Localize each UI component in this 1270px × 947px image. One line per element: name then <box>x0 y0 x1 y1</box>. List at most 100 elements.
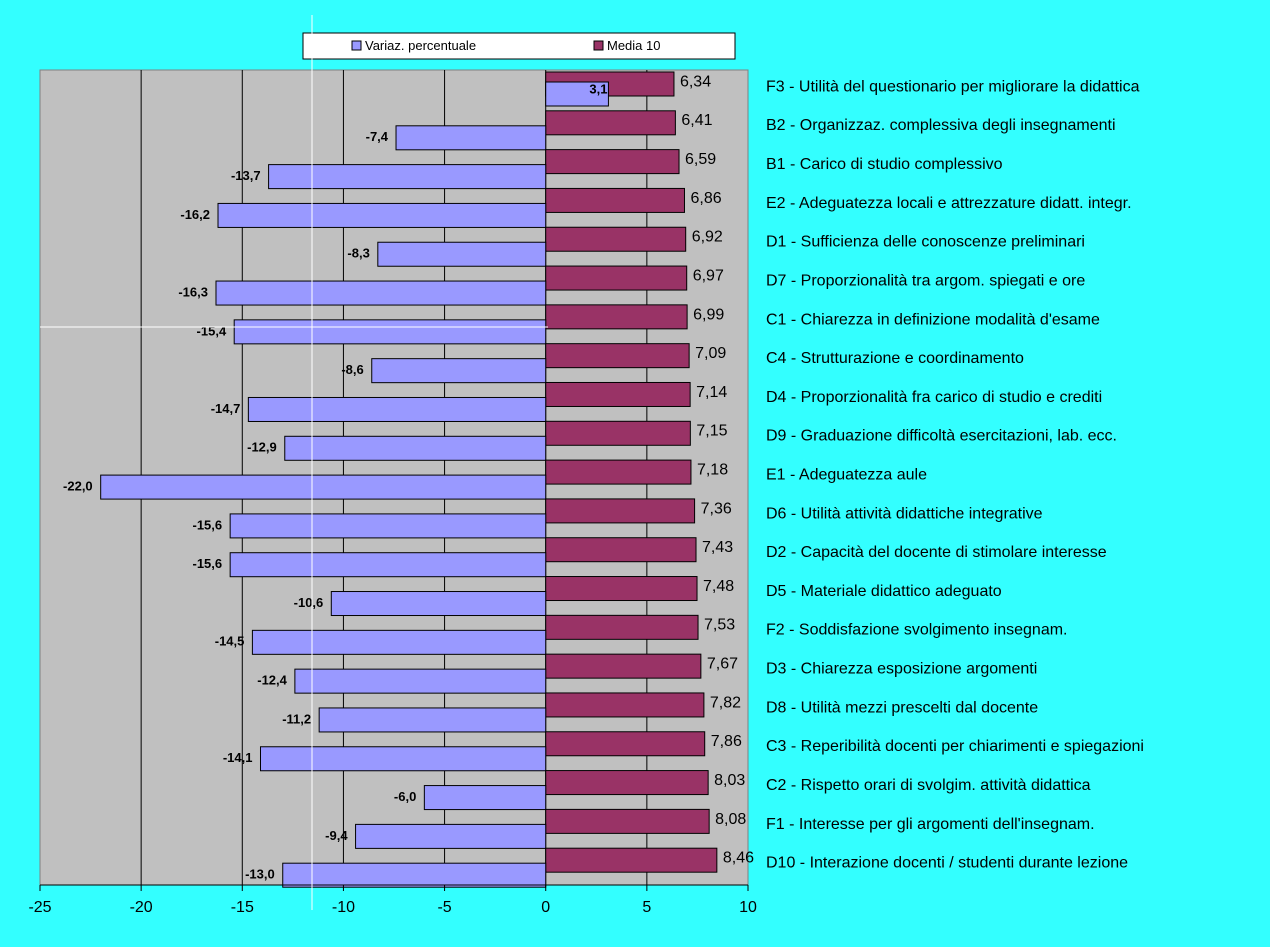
category-label-8: D4 - Proporzionalità fra carico di studi… <box>766 389 1102 406</box>
bar-media-10 <box>545 459 692 485</box>
bar-variation-9 <box>284 435 547 461</box>
label-variation-0: 3,1 <box>589 81 607 96</box>
label-variation-16: -11,2 <box>282 711 311 726</box>
bar-variation-18 <box>423 785 547 811</box>
bar-variation-0 <box>545 81 609 107</box>
bar-variation-7 <box>371 358 547 384</box>
bar-variation-2 <box>268 164 547 190</box>
label-variation-9: -12,9 <box>247 440 277 455</box>
label-media-9: 7,15 <box>696 423 727 440</box>
legend-label-1: Media 10 <box>607 38 660 53</box>
label-media-2: 6,59 <box>685 151 716 168</box>
label-media-14: 7,53 <box>704 617 735 634</box>
category-label-16: D8 - Utilità mezzi prescelti dal docente <box>766 699 1038 716</box>
category-label-9: D9 - Graduazione difficoltà esercitazion… <box>766 428 1117 445</box>
label-variation-12: -15,6 <box>193 556 223 571</box>
x-tick-label-0: -25 <box>28 899 51 916</box>
label-variation-14: -14,5 <box>215 634 245 649</box>
bar-media-3 <box>545 187 685 213</box>
label-media-1: 6,41 <box>681 112 712 129</box>
bar-variation-13 <box>330 591 547 617</box>
bar-media-15 <box>545 653 702 679</box>
category-label-7: C4 - Strutturazione e coordinamento <box>766 350 1024 367</box>
bar-variation-8 <box>247 396 547 422</box>
label-variation-11: -15,6 <box>193 517 223 532</box>
label-media-4: 6,92 <box>692 229 723 246</box>
label-media-18: 8,03 <box>714 772 745 789</box>
category-label-17: C3 - Reperibilità docenti per chiariment… <box>766 738 1144 755</box>
bar-media-19 <box>545 808 710 834</box>
label-variation-15: -12,4 <box>257 673 287 688</box>
category-label-10: E1 - Adeguatezza aule <box>766 467 927 484</box>
label-variation-13: -10,6 <box>294 595 324 610</box>
bar-variation-1 <box>395 125 547 151</box>
category-labels: F3 - Utilità del questionario per miglio… <box>766 78 1144 871</box>
bar-variation-17 <box>259 746 547 772</box>
bar-media-8 <box>545 381 691 407</box>
x-tick-label-3: -10 <box>332 899 355 916</box>
bar-media-18 <box>545 770 709 796</box>
bar-media-2 <box>545 149 680 175</box>
label-variation-6: -15,4 <box>197 323 227 338</box>
label-variation-1: -7,4 <box>366 129 389 144</box>
bar-media-4 <box>545 226 687 252</box>
x-axis: -25 -20 -15 -10 -5 0 5 10 <box>28 884 757 916</box>
label-media-0: 6,34 <box>680 73 711 90</box>
label-media-7: 7,09 <box>695 345 726 362</box>
category-label-12: D2 - Capacità del docente di stimolare i… <box>766 544 1107 561</box>
bars <box>100 71 718 888</box>
label-variation-18: -6,0 <box>394 789 416 804</box>
label-media-17: 7,86 <box>711 733 742 750</box>
bar-variation-11 <box>229 513 547 539</box>
label-variation-8: -14,7 <box>211 401 241 416</box>
label-variation-2: -13,7 <box>231 168 261 183</box>
category-label-0: F3 - Utilità del questionario per miglio… <box>766 78 1140 95</box>
bar-variation-5 <box>215 280 547 306</box>
category-label-13: D5 - Materiale didattico adeguato <box>766 583 1002 600</box>
x-tick-label-7: 10 <box>739 899 757 916</box>
bar-media-13 <box>545 576 698 602</box>
label-variation-19: -9,4 <box>325 828 348 843</box>
legend: Variaz. percentuale Media 10 <box>302 32 736 60</box>
bar-variation-19 <box>355 823 547 849</box>
bar-media-5 <box>545 265 688 291</box>
bar-variation-4 <box>377 241 547 267</box>
label-media-10: 7,18 <box>697 462 728 479</box>
category-label-15: D3 - Chiarezza esposizione argomenti <box>766 661 1037 678</box>
label-media-19: 8,08 <box>715 811 746 828</box>
category-label-4: D1 - Sufficienza delle conoscenze prelim… <box>766 234 1085 251</box>
category-label-6: C1 - Chiarezza in definizione modalità d… <box>766 311 1100 328</box>
label-media-12: 7,43 <box>702 539 733 556</box>
x-tick-label-2: -15 <box>231 899 254 916</box>
bar-media-20 <box>545 847 718 873</box>
x-tick-label-5: 0 <box>541 899 550 916</box>
bar-variation-6 <box>233 319 547 345</box>
label-variation-3: -16,2 <box>180 207 210 222</box>
label-media-8: 7,14 <box>696 384 727 401</box>
label-media-16: 7,82 <box>710 694 741 711</box>
label-media-11: 7,36 <box>701 500 732 517</box>
bar-media-12 <box>545 537 697 563</box>
category-label-3: E2 - Adeguatezza locali e attrezzature d… <box>766 195 1132 212</box>
bar-media-9 <box>545 420 691 446</box>
legend-box <box>302 32 736 60</box>
category-label-2: B1 - Carico di studio complessivo <box>766 156 1003 173</box>
bar-media-6 <box>545 304 688 330</box>
category-label-1: B2 - Organizzaz. complessiva degli inseg… <box>766 117 1116 134</box>
category-label-20: D10 - Interazione docenti / studenti dur… <box>766 855 1128 872</box>
category-label-18: C2 - Rispetto orari di svolgim. attività… <box>766 777 1091 794</box>
bar-media-14 <box>545 614 699 640</box>
bar-media-1 <box>545 110 676 136</box>
bar-variation-3 <box>217 202 547 228</box>
bar-variation-10 <box>100 474 547 500</box>
label-variation-10: -22,0 <box>63 479 93 494</box>
category-label-19: F1 - Interesse per gli argomenti dell'in… <box>766 816 1095 833</box>
legend-label-0: Variaz. percentuale <box>365 38 476 53</box>
bar-variation-14 <box>251 629 547 655</box>
x-tick-label-6: 5 <box>642 899 651 916</box>
legend-swatch-0 <box>351 40 362 51</box>
label-media-13: 7,48 <box>703 578 734 595</box>
label-media-3: 6,86 <box>690 190 721 207</box>
